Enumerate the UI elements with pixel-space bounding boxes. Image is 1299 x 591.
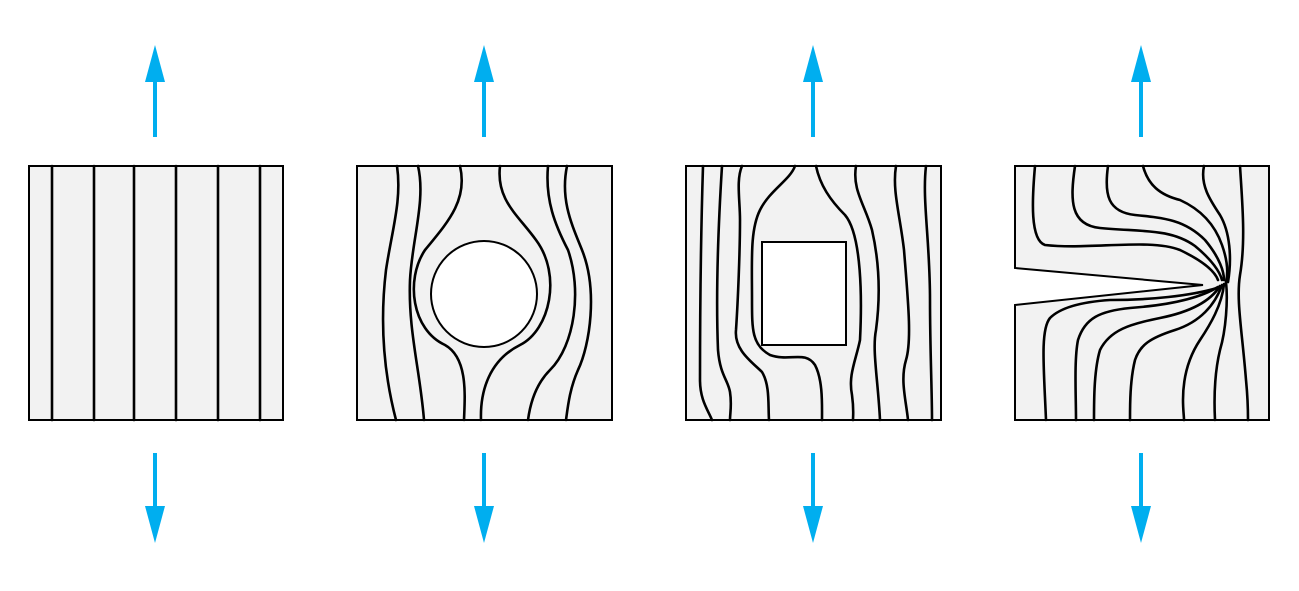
rectangular-hole (761, 241, 847, 346)
circular-hole (430, 240, 538, 348)
panel-rectangular-hole (685, 45, 942, 543)
tension-arrow-down (145, 453, 165, 543)
tension-arrow-down (474, 453, 494, 543)
notched-plate (1014, 165, 1270, 421)
stress-lines (50, 164, 262, 422)
tension-arrow-down (1131, 453, 1151, 543)
stress-lines (698, 164, 934, 422)
stress-lines (381, 164, 593, 422)
plate (356, 165, 613, 421)
tension-arrow-up (474, 45, 494, 137)
plate (28, 165, 284, 421)
panel-edge-notch (1014, 45, 1270, 543)
tension-arrow-up (1131, 45, 1151, 137)
tension-arrow-up (145, 45, 165, 137)
tension-arrow-down (803, 453, 823, 543)
panel-uniform (28, 45, 284, 543)
panel-circular-hole (356, 45, 613, 543)
stress-lines (1031, 164, 1250, 422)
tension-arrow-up (803, 45, 823, 137)
